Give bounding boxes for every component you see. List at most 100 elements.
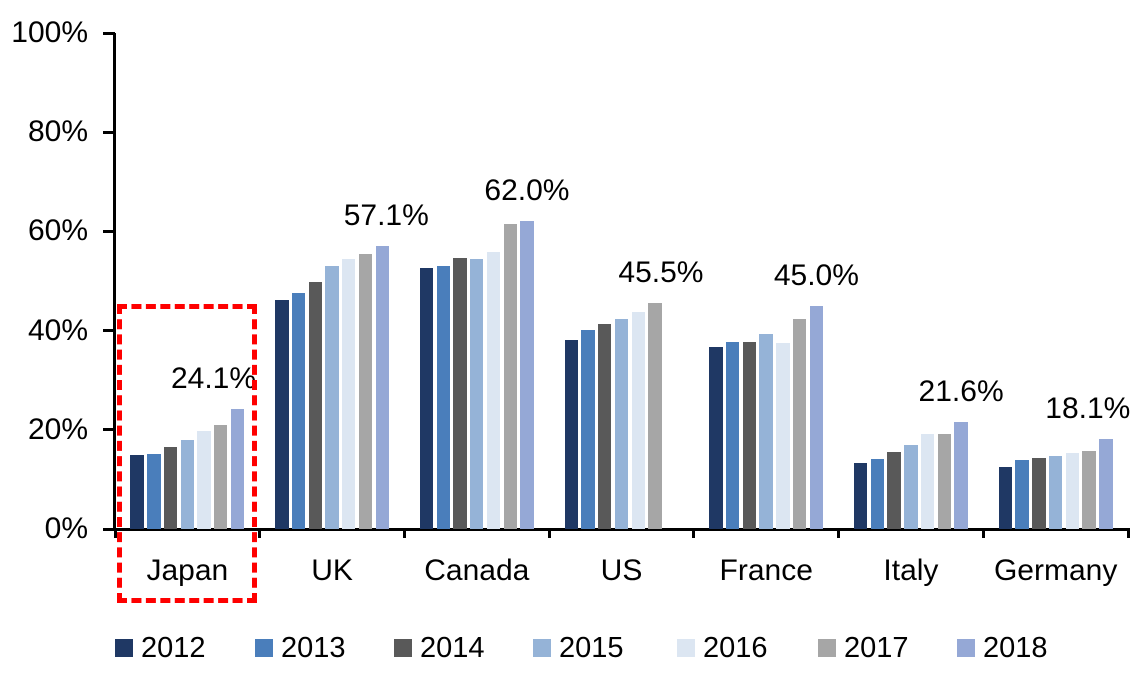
- bar-japan-2012: [130, 455, 144, 529]
- legend-swatch-2012: [115, 639, 133, 657]
- bar-us-2017: [648, 303, 662, 529]
- bar-us-2016: [631, 311, 645, 529]
- x-axis-tick-mark: [113, 529, 117, 538]
- bar-japan-2017: [214, 424, 228, 529]
- bar-uk-2014: [308, 282, 322, 529]
- y-axis-tick-label: 0%: [44, 512, 88, 545]
- highlight-box-japan: [117, 304, 257, 603]
- y-axis-tick-mark: [103, 130, 115, 134]
- data-label-france: 45.0%: [773, 258, 859, 292]
- bar-france-2016: [776, 343, 790, 529]
- legend-item-2015: 2015: [533, 633, 663, 663]
- bar-france-2012: [709, 347, 723, 529]
- category-label-us: US: [600, 554, 643, 587]
- bar-uk-2017: [358, 253, 373, 529]
- data-label-canada: 62.0%: [484, 174, 570, 208]
- legend-label-2017: 2017: [844, 632, 909, 664]
- bar-france-2013: [726, 342, 740, 529]
- bar-italy-2012: [854, 463, 868, 529]
- data-label-uk: 57.1%: [343, 198, 429, 232]
- y-axis-tick-mark: [103, 229, 115, 233]
- bar-japan-2016: [197, 431, 211, 529]
- bar-italy-2016: [920, 434, 935, 529]
- data-label-japan: 24.1%: [170, 362, 257, 396]
- legend-item-2018: 2018: [957, 633, 1087, 663]
- y-axis-tick-label: 100%: [11, 16, 88, 49]
- category-label-germany: Germany: [993, 554, 1118, 587]
- legend-swatch-2013: [255, 639, 273, 657]
- y-axis-tick-mark: [103, 329, 115, 333]
- category-label-italy: Italy: [883, 554, 939, 587]
- legend-label-2018: 2018: [983, 632, 1048, 664]
- legend-label-2012: 2012: [141, 632, 206, 664]
- x-axis-tick-mark: [402, 529, 406, 538]
- data-label-italy: 21.6%: [918, 374, 1004, 408]
- category-label-japan: Japan: [146, 554, 229, 587]
- bar-us-2013: [581, 330, 595, 529]
- legend-item-2016: 2016: [677, 633, 807, 663]
- bar-germany-2018: [1099, 439, 1113, 529]
- bar-france-2018: [809, 305, 824, 529]
- bar-france-2017: [792, 319, 807, 529]
- legend-swatch-2017: [818, 639, 836, 657]
- y-axis-tick-label: 40%: [27, 313, 88, 347]
- category-label-canada: Canada: [424, 554, 530, 587]
- bar-germany-2014: [1032, 458, 1046, 529]
- bar-us-2012: [564, 339, 578, 529]
- legend-swatch-2015: [533, 639, 551, 657]
- legend-label-2013: 2013: [281, 632, 346, 664]
- y-axis-tick-mark: [103, 31, 115, 35]
- legend-item-2017: 2017: [818, 633, 948, 663]
- bar-uk-2015: [325, 266, 339, 529]
- y-axis-tick-mark: [103, 527, 115, 531]
- x-axis-tick-mark: [981, 529, 985, 538]
- legend-label-2016: 2016: [703, 632, 768, 664]
- bar-canada-2015: [470, 259, 484, 529]
- bar-uk-2018: [375, 245, 389, 529]
- bar-italy-2017: [937, 433, 952, 529]
- bar-italy-2013: [870, 458, 885, 529]
- bar-canada-2012: [419, 268, 434, 529]
- bar-canada-2013: [436, 265, 450, 529]
- bar-canada-2014: [453, 258, 467, 529]
- legend-item-2014: 2014: [394, 633, 524, 663]
- x-axis-tick-mark: [1126, 529, 1130, 538]
- category-label-uk: UK: [311, 554, 353, 587]
- bar-germany-2017: [1082, 450, 1096, 529]
- category-label-france: France: [719, 554, 813, 587]
- y-axis-line: [113, 33, 116, 531]
- y-axis-tick-label: 80%: [27, 115, 88, 149]
- bar-germany-2012: [998, 467, 1013, 529]
- y-axis-tick-label: 60%: [27, 214, 88, 248]
- bar-italy-2014: [887, 451, 901, 529]
- bar-germany-2016: [1065, 452, 1080, 529]
- bar-italy-2015: [904, 444, 918, 529]
- bar-japan-2013: [147, 453, 161, 529]
- bar-italy-2018: [954, 421, 968, 529]
- bar-us-2015: [614, 318, 629, 529]
- legend-item-2013: 2013: [255, 633, 385, 663]
- bar-us-2014: [598, 323, 612, 529]
- legend-swatch-2018: [957, 639, 975, 657]
- bar-uk-2013: [291, 292, 306, 529]
- bar-japan-2018: [230, 409, 245, 529]
- legend-item-2012: 2012: [115, 633, 245, 663]
- bar-france-2015: [759, 333, 773, 529]
- x-axis-tick-mark: [837, 529, 841, 538]
- bar-canada-2018: [520, 221, 534, 529]
- legend-swatch-2014: [394, 639, 412, 657]
- bar-germany-2013: [1015, 459, 1029, 529]
- y-axis-tick-mark: [103, 428, 115, 432]
- x-axis-tick-mark: [692, 529, 696, 538]
- bar-germany-2015: [1048, 455, 1063, 529]
- bar-canada-2016: [486, 252, 501, 529]
- bar-france-2014: [742, 341, 757, 529]
- legend-label-2015: 2015: [559, 632, 624, 664]
- data-label-us: 45.5%: [618, 256, 704, 290]
- x-axis-line: [113, 528, 1130, 531]
- x-axis-tick-mark: [547, 529, 551, 538]
- bar-canada-2017: [503, 223, 517, 529]
- bar-japan-2015: [180, 440, 195, 529]
- y-axis-tick-label: 20%: [27, 412, 88, 446]
